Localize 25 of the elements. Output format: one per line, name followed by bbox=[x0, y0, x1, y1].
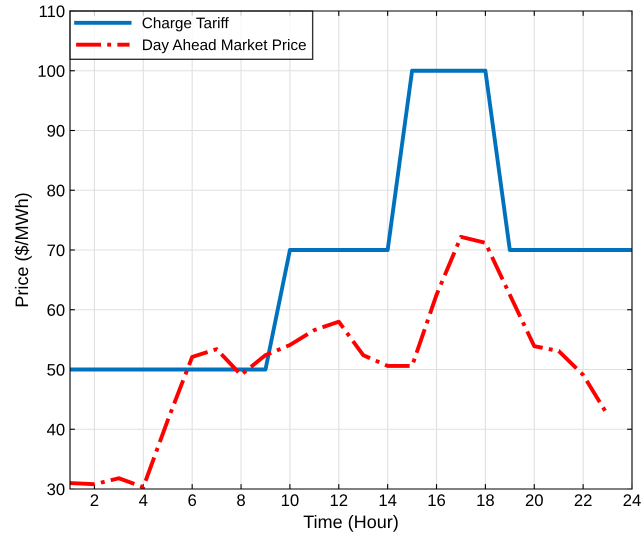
x-tick-label: 10 bbox=[282, 494, 299, 506]
y-tick-label: 110 bbox=[40, 5, 64, 18]
x-tick-label: 18 bbox=[477, 494, 494, 506]
x-axis-title: Time (Hour) bbox=[304, 514, 398, 532]
x-tick-label: 14 bbox=[380, 494, 396, 506]
x-tick-label: 8 bbox=[237, 494, 245, 506]
x-tick-label: 22 bbox=[574, 494, 592, 506]
x-tick-label: 6 bbox=[188, 494, 196, 506]
y-tick-label: 70 bbox=[47, 244, 64, 256]
legend-label: Charge Tariff bbox=[142, 17, 229, 32]
y-tick-label: 50 bbox=[47, 364, 64, 376]
y-tick-label: 100 bbox=[38, 65, 64, 77]
x-tick-label: 16 bbox=[428, 494, 446, 506]
x-tick-label: 24 bbox=[624, 494, 641, 506]
x-tick-label: 20 bbox=[526, 494, 543, 506]
x-tick-label: 2 bbox=[90, 494, 98, 506]
y-tick-label: 60 bbox=[47, 304, 64, 316]
y-tick-label: 40 bbox=[46, 424, 64, 436]
legend-label: Day Ahead Market Price bbox=[143, 38, 306, 54]
y-tick-label: 90 bbox=[47, 124, 64, 137]
y-tick-label: 80 bbox=[47, 184, 64, 196]
y-tick-label: 30 bbox=[47, 483, 64, 496]
x-tick-label: 12 bbox=[330, 494, 348, 506]
y-axis-title: Price ($/MWh) bbox=[14, 193, 32, 306]
x-tick-label: 4 bbox=[139, 494, 148, 506]
